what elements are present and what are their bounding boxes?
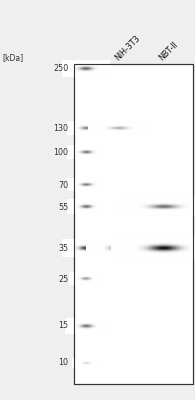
Text: 35: 35 — [58, 244, 68, 253]
Text: NBT-II: NBT-II — [157, 40, 179, 62]
Bar — [74, 64, 193, 384]
Text: [kDa]: [kDa] — [2, 53, 23, 62]
Text: 100: 100 — [53, 148, 68, 157]
Text: 10: 10 — [58, 358, 68, 368]
Text: 70: 70 — [58, 180, 68, 190]
Text: 55: 55 — [58, 202, 68, 212]
Text: NIH-3T3: NIH-3T3 — [113, 33, 142, 62]
Text: 250: 250 — [53, 64, 68, 73]
Text: 130: 130 — [53, 124, 68, 133]
Text: 15: 15 — [58, 321, 68, 330]
Bar — [74, 64, 193, 384]
Text: 25: 25 — [58, 275, 68, 284]
